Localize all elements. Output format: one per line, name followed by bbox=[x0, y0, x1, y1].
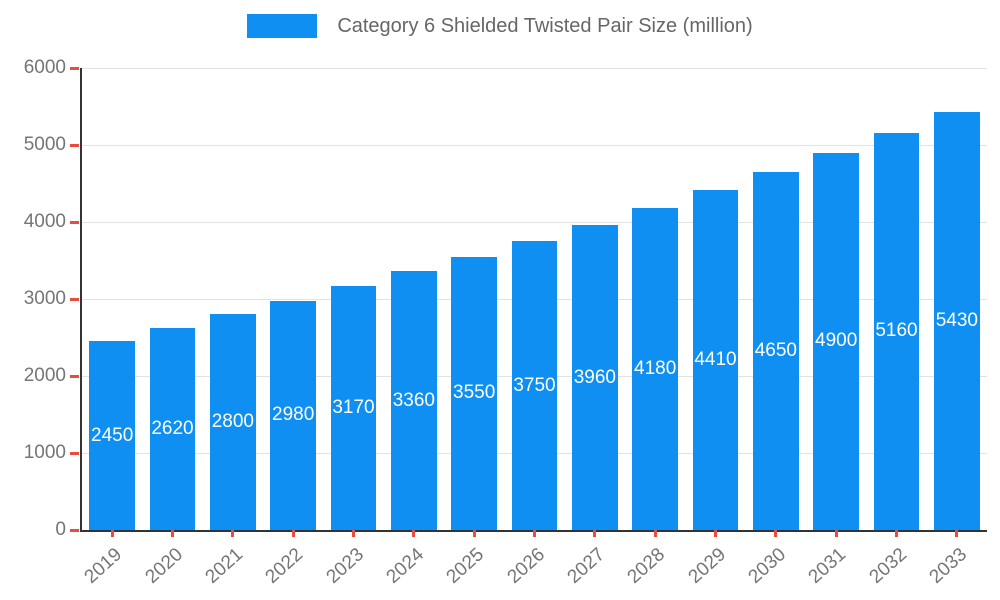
bar-2029[interactable]: 4410 bbox=[692, 190, 739, 530]
y-axis-tick-label: 1000 bbox=[23, 442, 66, 463]
x-axis-tick-label-text: 2021 bbox=[201, 544, 247, 588]
gridline bbox=[82, 68, 987, 69]
x-axis-tick-label-text: 2023 bbox=[322, 544, 368, 588]
bar-2031[interactable]: 4900 bbox=[813, 152, 860, 530]
y-axis-tick-label: 4000 bbox=[23, 211, 66, 232]
bar-2027[interactable]: 3960 bbox=[571, 225, 618, 530]
x-axis-tick-label-text: 2025 bbox=[442, 544, 489, 588]
x-axis-tick bbox=[352, 530, 355, 537]
x-axis-tick-label-text: 2027 bbox=[563, 544, 609, 588]
bar-value-label: 3960 bbox=[573, 366, 616, 388]
x-axis-tick bbox=[171, 530, 174, 537]
y-axis-tick-label: 5000 bbox=[23, 134, 66, 155]
legend[interactable]: Category 6 Shielded Twisted Pair Size (m… bbox=[0, 14, 1000, 38]
legend-swatch bbox=[247, 14, 318, 38]
x-axis-tick bbox=[412, 530, 416, 537]
bar-2019[interactable]: 2450 bbox=[89, 341, 136, 530]
bar-value-label: 4410 bbox=[694, 349, 737, 371]
x-axis-tick bbox=[714, 530, 717, 537]
bar-2028[interactable]: 4180 bbox=[632, 208, 679, 530]
bar-value-label: 2980 bbox=[272, 404, 315, 426]
y-axis-tick bbox=[70, 67, 79, 70]
bar-2033[interactable]: 5430 bbox=[933, 111, 980, 530]
y-axis-tick bbox=[70, 298, 79, 301]
bar-2024[interactable]: 3360 bbox=[390, 271, 437, 530]
x-axis-tick-label-text: 2019 bbox=[80, 544, 127, 588]
x-axis-tick bbox=[110, 530, 114, 537]
bar-value-label: 3360 bbox=[392, 389, 435, 411]
x-axis-tick bbox=[955, 530, 959, 537]
bar-2021[interactable]: 2800 bbox=[209, 314, 256, 530]
bar-2032[interactable]: 5160 bbox=[873, 132, 920, 530]
x-axis-tick-label-text: 2031 bbox=[804, 544, 851, 588]
x-axis-tick bbox=[533, 530, 536, 537]
y-axis-tick-label: 3000 bbox=[23, 288, 66, 309]
x-axis-tick-label-text: 2020 bbox=[141, 544, 187, 588]
x-axis-tick-label-text: 2032 bbox=[865, 544, 911, 588]
bar-value-label: 3550 bbox=[453, 382, 496, 404]
chart-title: Category 6 Shielded Twisted Pair Size (m… bbox=[337, 15, 753, 37]
y-axis-tick-label: 0 bbox=[55, 519, 66, 540]
bar-value-label: 4900 bbox=[815, 330, 858, 352]
x-axis-tick bbox=[472, 530, 476, 537]
y-axis-tick bbox=[70, 221, 79, 224]
x-axis-tick bbox=[653, 530, 657, 537]
gridline bbox=[82, 222, 987, 223]
x-axis-tick bbox=[774, 530, 778, 537]
y-axis-tick-label: 2000 bbox=[23, 365, 66, 386]
y-axis-tick bbox=[70, 529, 79, 532]
bar-2023[interactable]: 3170 bbox=[330, 285, 377, 530]
bar-value-label: 4180 bbox=[634, 358, 677, 380]
bar-value-label: 5160 bbox=[875, 320, 918, 342]
x-axis-tick bbox=[291, 530, 295, 537]
x-axis-tick bbox=[895, 530, 898, 537]
plot-area: 0 1000 2000 3000 4000 5000 6000 2450 2019 2620 202… bbox=[24, 58, 987, 588]
x-axis-tick-label-text: 2022 bbox=[261, 544, 308, 588]
bar-2030[interactable]: 4650 bbox=[752, 171, 799, 530]
x-axis-tick-label-text: 2028 bbox=[623, 544, 670, 588]
x-axis-tick-label-text: 2029 bbox=[684, 544, 730, 588]
bar-2025[interactable]: 3550 bbox=[451, 256, 498, 530]
x-axis-tick bbox=[231, 530, 235, 537]
x-axis-tick-label-text: 2030 bbox=[744, 544, 790, 588]
bar-2022[interactable]: 2980 bbox=[270, 300, 317, 530]
x-axis-tick-label-text: 2033 bbox=[925, 544, 971, 588]
y-axis-tick bbox=[70, 452, 79, 455]
bar-value-label: 5430 bbox=[935, 309, 978, 331]
bar-value-label: 4650 bbox=[754, 339, 797, 361]
bar-value-label: 2620 bbox=[151, 418, 194, 440]
bar-value-label: 3170 bbox=[332, 396, 375, 418]
bar-value-label: 2450 bbox=[91, 424, 134, 446]
y-axis-tick-label: 6000 bbox=[23, 57, 66, 78]
bar-2026[interactable]: 3750 bbox=[511, 241, 558, 530]
x-axis-tick-label-text: 2026 bbox=[503, 544, 549, 588]
x-axis-tick bbox=[834, 530, 838, 537]
bar-value-label: 3750 bbox=[513, 374, 556, 396]
x-axis-tick bbox=[593, 530, 597, 537]
gridline bbox=[82, 145, 987, 146]
bar-2020[interactable]: 2620 bbox=[149, 328, 196, 530]
x-axis-tick-label-text: 2024 bbox=[382, 544, 428, 588]
y-axis-tick bbox=[70, 144, 79, 147]
y-axis-tick bbox=[70, 375, 79, 378]
bar-value-label: 2800 bbox=[211, 411, 254, 433]
